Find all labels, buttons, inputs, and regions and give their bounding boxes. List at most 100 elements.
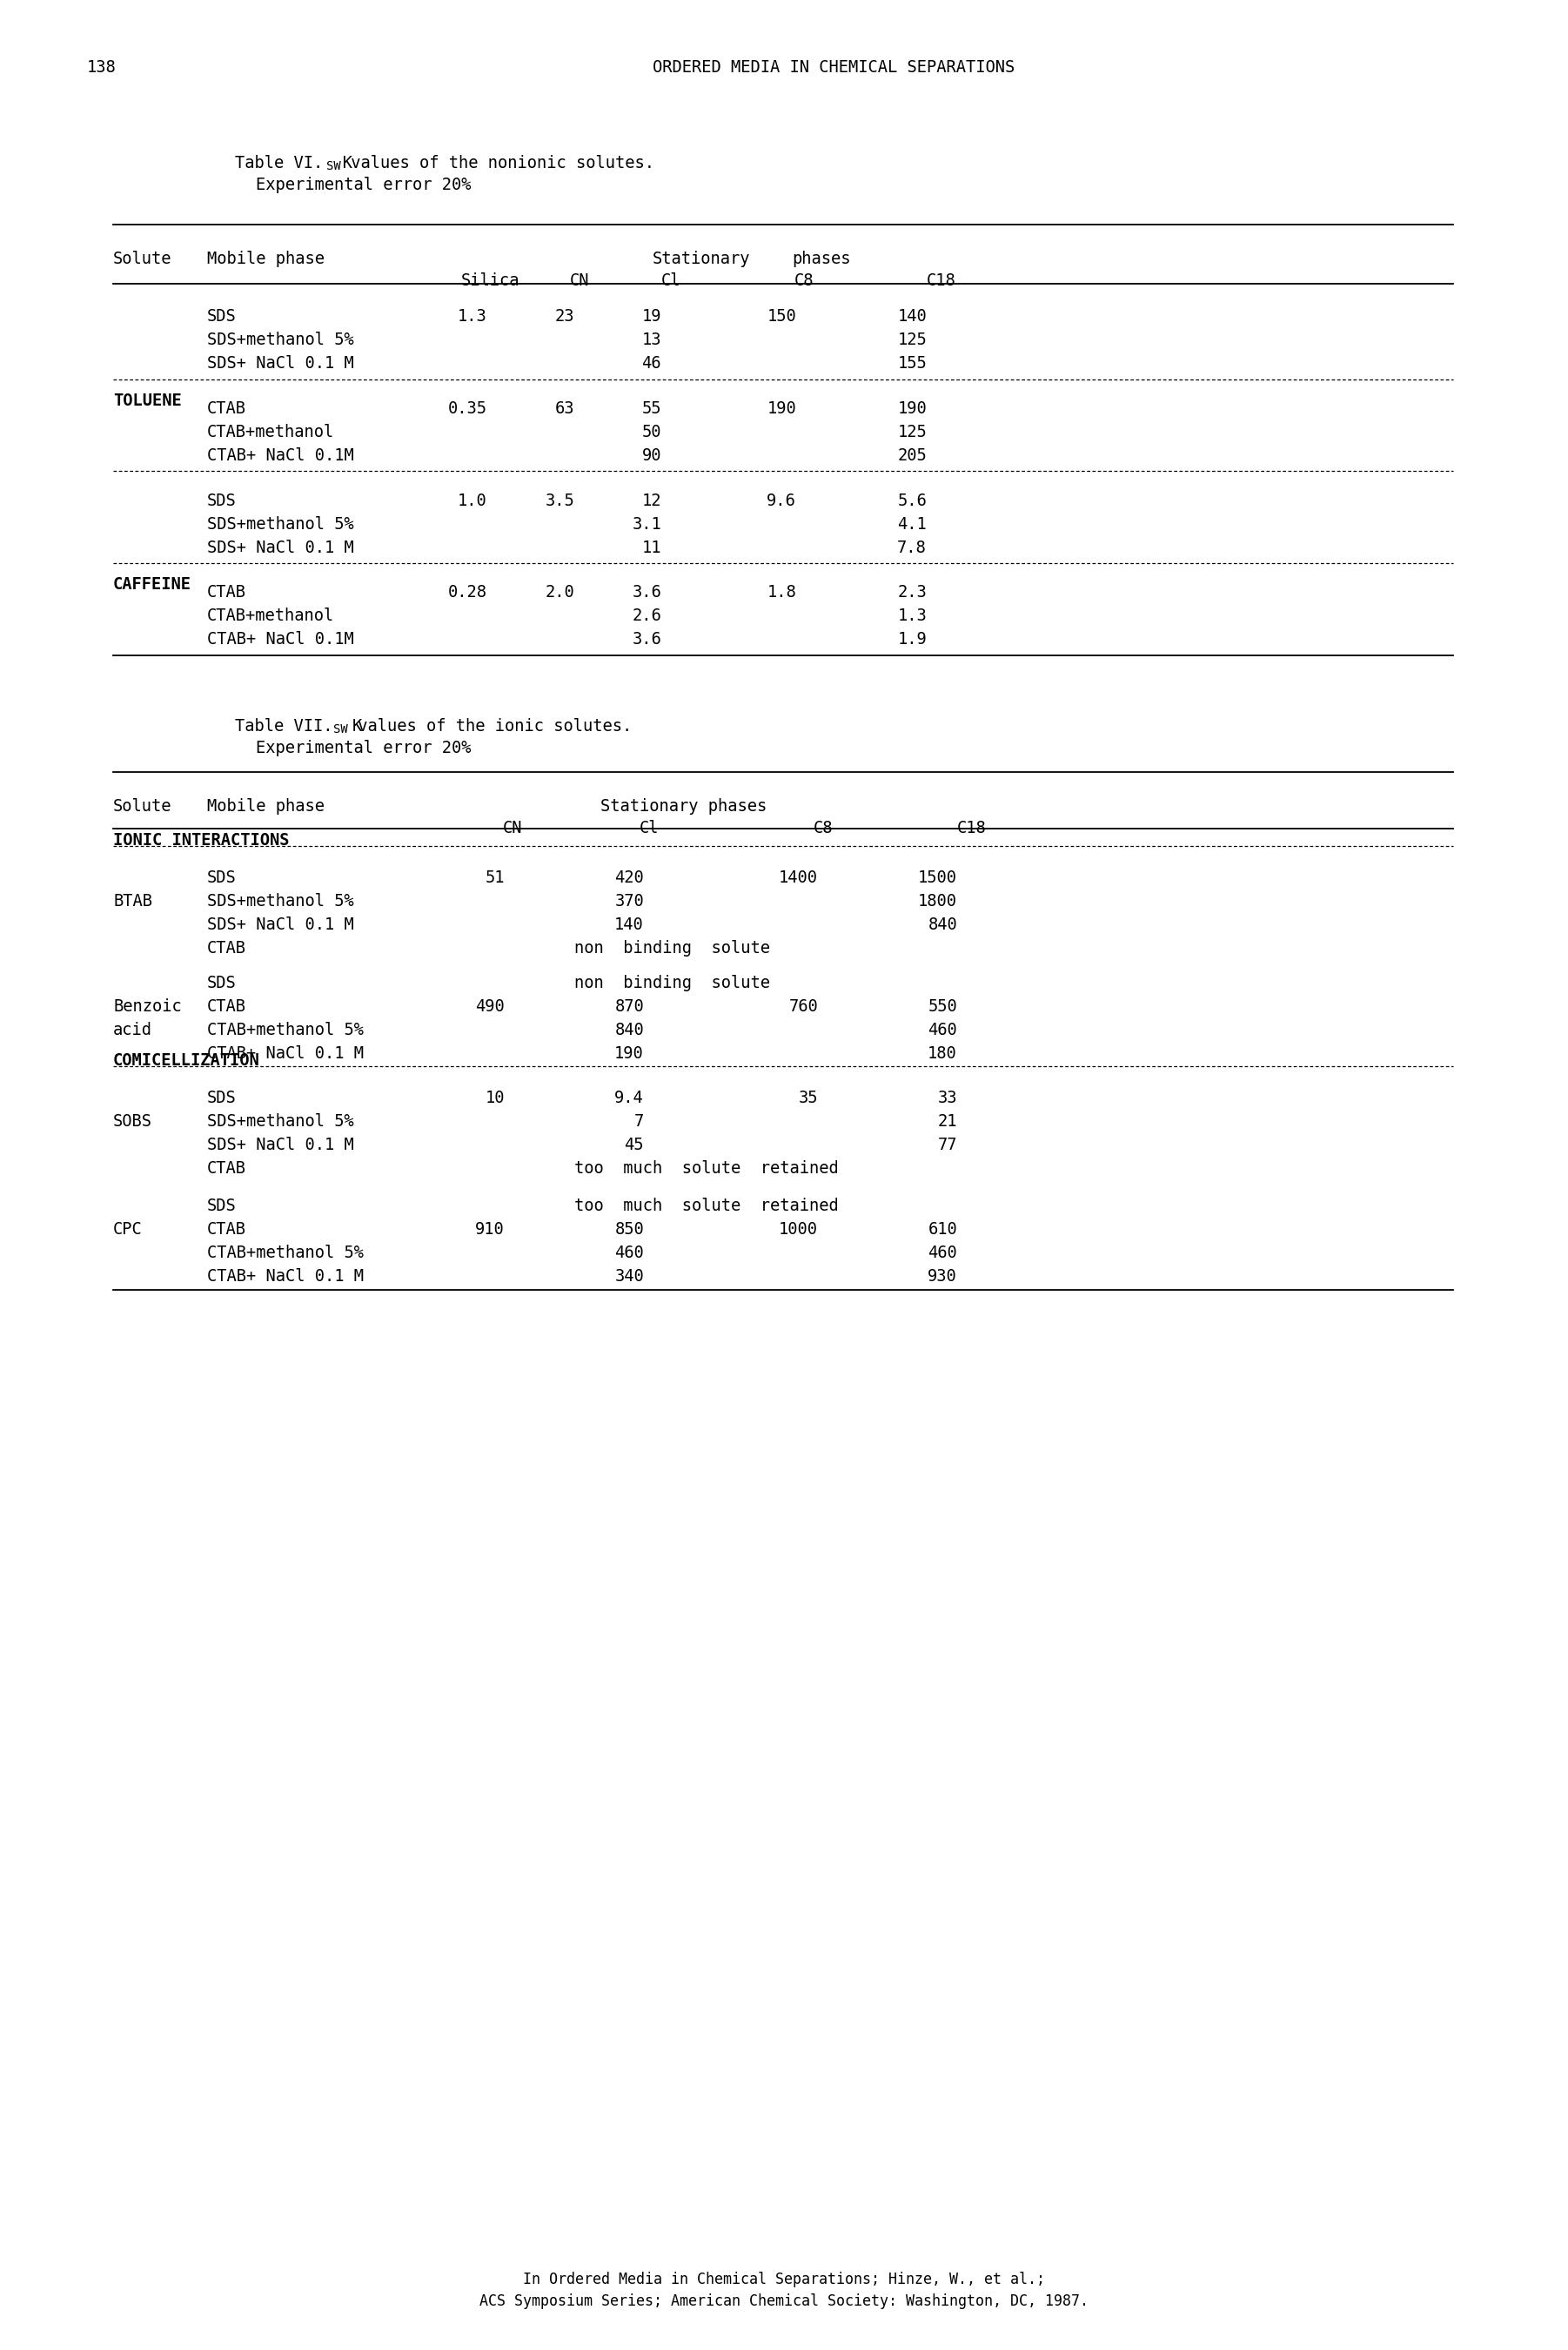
Text: Solute: Solute	[113, 799, 172, 815]
Text: SW: SW	[326, 160, 340, 172]
Text: CTAB: CTAB	[207, 940, 246, 956]
Text: C8: C8	[814, 820, 833, 837]
Text: IONIC INTERACTIONS: IONIC INTERACTIONS	[113, 832, 290, 848]
Text: 1500: 1500	[917, 870, 956, 886]
Text: ORDERED MEDIA IN CHEMICAL SEPARATIONS: ORDERED MEDIA IN CHEMICAL SEPARATIONS	[652, 59, 1014, 75]
Text: too  much  solute  retained: too much solute retained	[574, 1198, 839, 1215]
Text: SDS: SDS	[207, 870, 237, 886]
Text: 460: 460	[615, 1246, 644, 1262]
Text: acid: acid	[113, 1022, 152, 1039]
Text: COMICELLIZATION: COMICELLIZATION	[113, 1053, 260, 1069]
Text: 55: 55	[641, 400, 662, 416]
Text: Benzoic: Benzoic	[113, 999, 182, 1015]
Text: CTAB+ NaCl 0.1 M: CTAB+ NaCl 0.1 M	[207, 1046, 364, 1062]
Text: 9.6: 9.6	[767, 494, 797, 510]
Text: 190: 190	[615, 1046, 644, 1062]
Text: 0.28: 0.28	[448, 585, 488, 602]
Text: 550: 550	[928, 999, 956, 1015]
Text: Cl: Cl	[662, 273, 681, 289]
Text: CTAB+methanol: CTAB+methanol	[207, 609, 334, 625]
Text: CN: CN	[503, 820, 522, 837]
Text: 3.1: 3.1	[632, 517, 662, 533]
Text: 7: 7	[633, 1114, 644, 1130]
Text: 4.1: 4.1	[897, 517, 927, 533]
Text: 90: 90	[641, 446, 662, 463]
Text: 870: 870	[615, 999, 644, 1015]
Text: 490: 490	[475, 999, 505, 1015]
Text: 140: 140	[897, 308, 927, 324]
Text: 19: 19	[641, 308, 662, 324]
Text: C8: C8	[795, 273, 814, 289]
Text: values of the ionic solutes.: values of the ionic solutes.	[348, 719, 632, 736]
Text: C18: C18	[956, 820, 986, 837]
Text: SDS: SDS	[207, 308, 237, 324]
Text: 46: 46	[641, 355, 662, 371]
Text: 1.8: 1.8	[767, 585, 797, 602]
Text: CTAB+ NaCl 0.1 M: CTAB+ NaCl 0.1 M	[207, 1269, 364, 1285]
Text: 7.8: 7.8	[897, 540, 927, 557]
Text: 63: 63	[555, 400, 574, 416]
Text: 10: 10	[485, 1090, 505, 1107]
Text: TOLUENE: TOLUENE	[113, 392, 182, 409]
Text: 125: 125	[897, 423, 927, 439]
Text: SDS: SDS	[207, 494, 237, 510]
Text: 50: 50	[641, 423, 662, 439]
Text: non  binding  solute: non binding solute	[574, 940, 770, 956]
Text: SDS+ NaCl 0.1 M: SDS+ NaCl 0.1 M	[207, 916, 354, 933]
Text: 13: 13	[641, 331, 662, 348]
Text: non  binding  solute: non binding solute	[574, 975, 770, 992]
Text: C18: C18	[927, 273, 956, 289]
Text: 1400: 1400	[779, 870, 818, 886]
Text: 460: 460	[928, 1022, 956, 1039]
Text: SDS+methanol 5%: SDS+methanol 5%	[207, 893, 354, 909]
Text: CN: CN	[569, 273, 590, 289]
Text: 35: 35	[798, 1090, 818, 1107]
Text: 1.0: 1.0	[458, 494, 488, 510]
Text: 155: 155	[897, 355, 927, 371]
Text: phases: phases	[792, 251, 850, 268]
Text: Experimental error 20%: Experimental error 20%	[256, 740, 470, 757]
Text: SDS: SDS	[207, 975, 237, 992]
Text: 51: 51	[485, 870, 505, 886]
Text: 9.4: 9.4	[615, 1090, 644, 1107]
Text: ACS Symposium Series; American Chemical Society: Washington, DC, 1987.: ACS Symposium Series; American Chemical …	[480, 2294, 1088, 2310]
Text: 460: 460	[928, 1246, 956, 1262]
Text: Silica: Silica	[461, 273, 521, 289]
Text: 850: 850	[615, 1222, 644, 1238]
Text: 21: 21	[938, 1114, 956, 1130]
Text: CTAB: CTAB	[207, 1222, 246, 1238]
Text: 140: 140	[615, 916, 644, 933]
Text: CTAB: CTAB	[207, 1161, 246, 1177]
Text: CTAB+methanol 5%: CTAB+methanol 5%	[207, 1022, 364, 1039]
Text: 2.6: 2.6	[632, 609, 662, 625]
Text: 11: 11	[641, 540, 662, 557]
Text: 5.6: 5.6	[897, 494, 927, 510]
Text: Solute: Solute	[113, 251, 172, 268]
Text: Stationary phases: Stationary phases	[601, 799, 767, 815]
Text: BTAB: BTAB	[113, 893, 152, 909]
Text: 840: 840	[615, 1022, 644, 1039]
Text: 138: 138	[86, 59, 116, 75]
Text: 1000: 1000	[779, 1222, 818, 1238]
Text: CTAB+ NaCl 0.1M: CTAB+ NaCl 0.1M	[207, 446, 354, 463]
Text: 1.3: 1.3	[897, 609, 927, 625]
Text: 3.6: 3.6	[632, 632, 662, 649]
Text: Stationary: Stationary	[652, 251, 751, 268]
Text: SDS: SDS	[207, 1198, 237, 1215]
Text: 420: 420	[615, 870, 644, 886]
Text: 125: 125	[897, 331, 927, 348]
Text: 840: 840	[928, 916, 956, 933]
Text: 12: 12	[641, 494, 662, 510]
Text: SDS+ NaCl 0.1 M: SDS+ NaCl 0.1 M	[207, 540, 354, 557]
Text: 2.3: 2.3	[897, 585, 927, 602]
Text: CTAB+ NaCl 0.1M: CTAB+ NaCl 0.1M	[207, 632, 354, 649]
Text: CTAB: CTAB	[207, 999, 246, 1015]
Text: CTAB+methanol: CTAB+methanol	[207, 423, 334, 439]
Text: 910: 910	[475, 1222, 505, 1238]
Text: Mobile phase: Mobile phase	[207, 251, 325, 268]
Text: Experimental error 20%: Experimental error 20%	[256, 176, 470, 193]
Text: SDS+methanol 5%: SDS+methanol 5%	[207, 517, 354, 533]
Text: 1.9: 1.9	[897, 632, 927, 649]
Text: 370: 370	[615, 893, 644, 909]
Text: 2.0: 2.0	[546, 585, 574, 602]
